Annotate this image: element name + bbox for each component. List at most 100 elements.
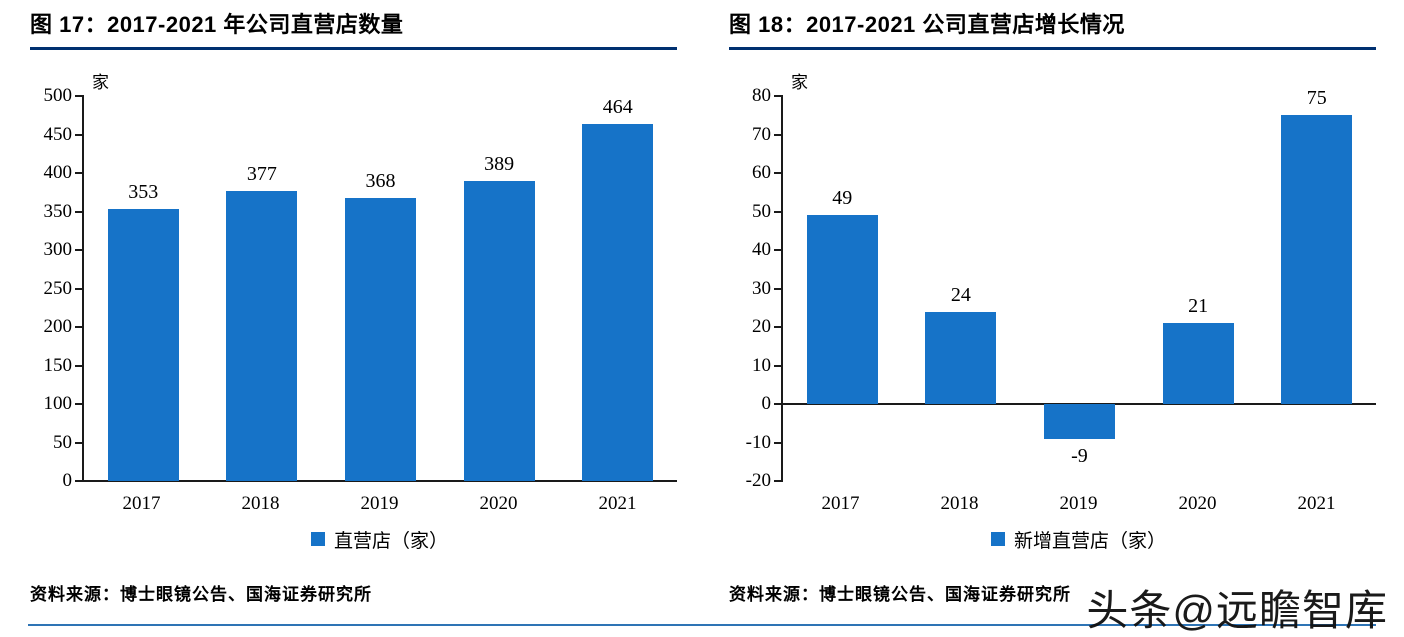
y-tick-label: 40	[752, 239, 771, 260]
x-tick-label: 2020	[479, 493, 518, 514]
bar-2019	[1043, 404, 1116, 439]
y-tick-mark	[774, 480, 783, 482]
y-axis-labels: 80 70 60 50 40 30 20 10 0 -10 -20	[729, 85, 781, 491]
y-tick-label: 150	[43, 354, 73, 376]
y-tick-mark	[75, 133, 84, 136]
x-tick-label: 2021	[1297, 493, 1336, 514]
y-tick-label: 0	[761, 393, 772, 414]
y-tick-mark	[774, 364, 783, 367]
plot-area: 家 353 377 368 389 464	[75, 73, 677, 482]
x-tick-label: 2021	[598, 493, 637, 514]
bar-value-label: 368	[365, 169, 396, 192]
bar-value-label: 353	[128, 181, 159, 204]
y-tick-label: 0	[62, 470, 73, 491]
y-tick-label: 70	[752, 123, 771, 145]
bar-2021	[582, 123, 654, 481]
y-tick-label: 450	[43, 123, 73, 145]
bar-2020	[463, 181, 535, 481]
x-axis-labels: 2017 2018 2019 2020 2021	[82, 493, 677, 517]
figure-right: 图 18：2017-2021 公司直营店增长情况 80 70 60 50 40 30 20 1…	[729, 12, 1376, 605]
y-tick-mark	[75, 326, 84, 328]
y-tick-label: 60	[752, 162, 771, 183]
y-tick-mark	[774, 249, 783, 251]
y-tick-mark	[75, 172, 84, 174]
legend-swatch-icon	[990, 532, 1005, 546]
figure-left-title-rule	[30, 47, 677, 50]
x-axis-line	[84, 480, 677, 482]
y-tick-label: 10	[752, 354, 771, 376]
figure-right-title: 图 18：2017-2021 公司直营店增长情况	[729, 12, 1125, 37]
y-tick-label: 250	[43, 277, 73, 299]
y-tick-label: 500	[43, 85, 73, 106]
source-note-right: 资料来源：博士眼镜公告、国海证券研究所	[729, 585, 1071, 604]
y-tick-mark	[75, 403, 84, 405]
bar-value-label: 49	[832, 187, 853, 210]
bar-2020	[1162, 323, 1234, 404]
legend-label: 直营店（家）	[333, 530, 448, 552]
x-tick-label: 2018	[241, 493, 280, 514]
legend: 新增直营店（家）	[781, 527, 1376, 552]
y-tick-mark	[774, 133, 783, 136]
y-tick-label: 400	[43, 162, 73, 183]
bar-chart-store-growth: 80 70 60 50 40 30 20 10 0 -10 -20 家 49 24 -9 21 75 201…	[729, 73, 1376, 552]
y-tick-label: 50	[752, 200, 771, 222]
legend-label: 新增直营店（家）	[1013, 530, 1166, 552]
x-tick-label: 2018	[940, 493, 979, 514]
y-tick-mark	[75, 210, 84, 213]
legend: 直营店（家）	[82, 527, 677, 552]
y-axis-unit-label: 家	[92, 73, 109, 92]
y-tick-mark	[774, 95, 783, 97]
bar-2018	[226, 190, 298, 481]
y-tick-label: 200	[43, 316, 73, 337]
source-note-left: 资料来源：博士眼镜公告、国海证券研究所	[30, 585, 372, 604]
y-tick-label: 100	[43, 393, 73, 414]
y-tick-label: -20	[745, 470, 771, 491]
x-tick-label: 2017	[122, 493, 161, 514]
y-tick-mark	[75, 441, 84, 444]
y-tick-label: 80	[752, 85, 771, 106]
watermark: 头条@远瞻智库	[1086, 587, 1388, 634]
y-tick-mark	[774, 172, 783, 174]
y-axis-labels: 500 450 400 350 300 250 200 150 100 50 0	[30, 85, 82, 491]
y-tick-mark	[75, 249, 84, 251]
y-tick-mark	[75, 95, 84, 97]
bar-2017	[806, 215, 878, 404]
y-tick-mark	[774, 210, 783, 213]
bar-value-label: -9	[1071, 444, 1088, 467]
bar-value-label: 377	[246, 162, 277, 185]
y-tick-label: -10	[745, 431, 771, 453]
bar-value-label: 24	[950, 283, 971, 306]
y-tick-mark	[774, 403, 783, 405]
bar-2021	[1281, 115, 1353, 404]
bar-value-label: 464	[602, 95, 633, 118]
y-tick-mark	[75, 480, 84, 482]
x-tick-label: 2019	[360, 493, 399, 514]
x-tick-label: 2017	[821, 493, 860, 514]
x-axis-labels: 2017 2018 2019 2020 2021	[781, 493, 1376, 517]
bar-value-label: 389	[484, 153, 515, 176]
bar-value-label: 75	[1306, 87, 1327, 110]
figure-left-title: 图 17：2017-2021 年公司直营店数量	[30, 12, 404, 37]
bar-2019	[344, 197, 417, 481]
y-tick-label: 300	[43, 239, 73, 260]
bar-2017	[107, 209, 179, 481]
bar-value-label: 21	[1188, 295, 1209, 318]
y-tick-label: 20	[752, 316, 771, 337]
y-tick-mark	[774, 287, 783, 290]
bar-chart-store-count: 500 450 400 350 300 250 200 150 100 50 0 家 353 377 3…	[30, 73, 677, 552]
y-tick-mark	[75, 364, 84, 367]
y-tick-mark	[774, 441, 783, 444]
legend-swatch-icon	[310, 532, 325, 546]
figure-left: 图 17：2017-2021 年公司直营店数量 500 450 400 350 300 2…	[30, 12, 677, 605]
y-tick-label: 350	[43, 200, 73, 222]
figure-right-title-rule	[729, 47, 1376, 50]
x-tick-label: 2020	[1178, 493, 1217, 514]
y-tick-mark	[75, 287, 84, 290]
footer-rule	[28, 624, 1376, 626]
x-tick-label: 2019	[1059, 493, 1098, 514]
y-tick-label: 50	[53, 431, 72, 453]
y-tick-label: 30	[752, 277, 771, 299]
plot-area: 家 49 24 -9 21 75	[774, 73, 1376, 482]
bar-2018	[925, 311, 997, 404]
